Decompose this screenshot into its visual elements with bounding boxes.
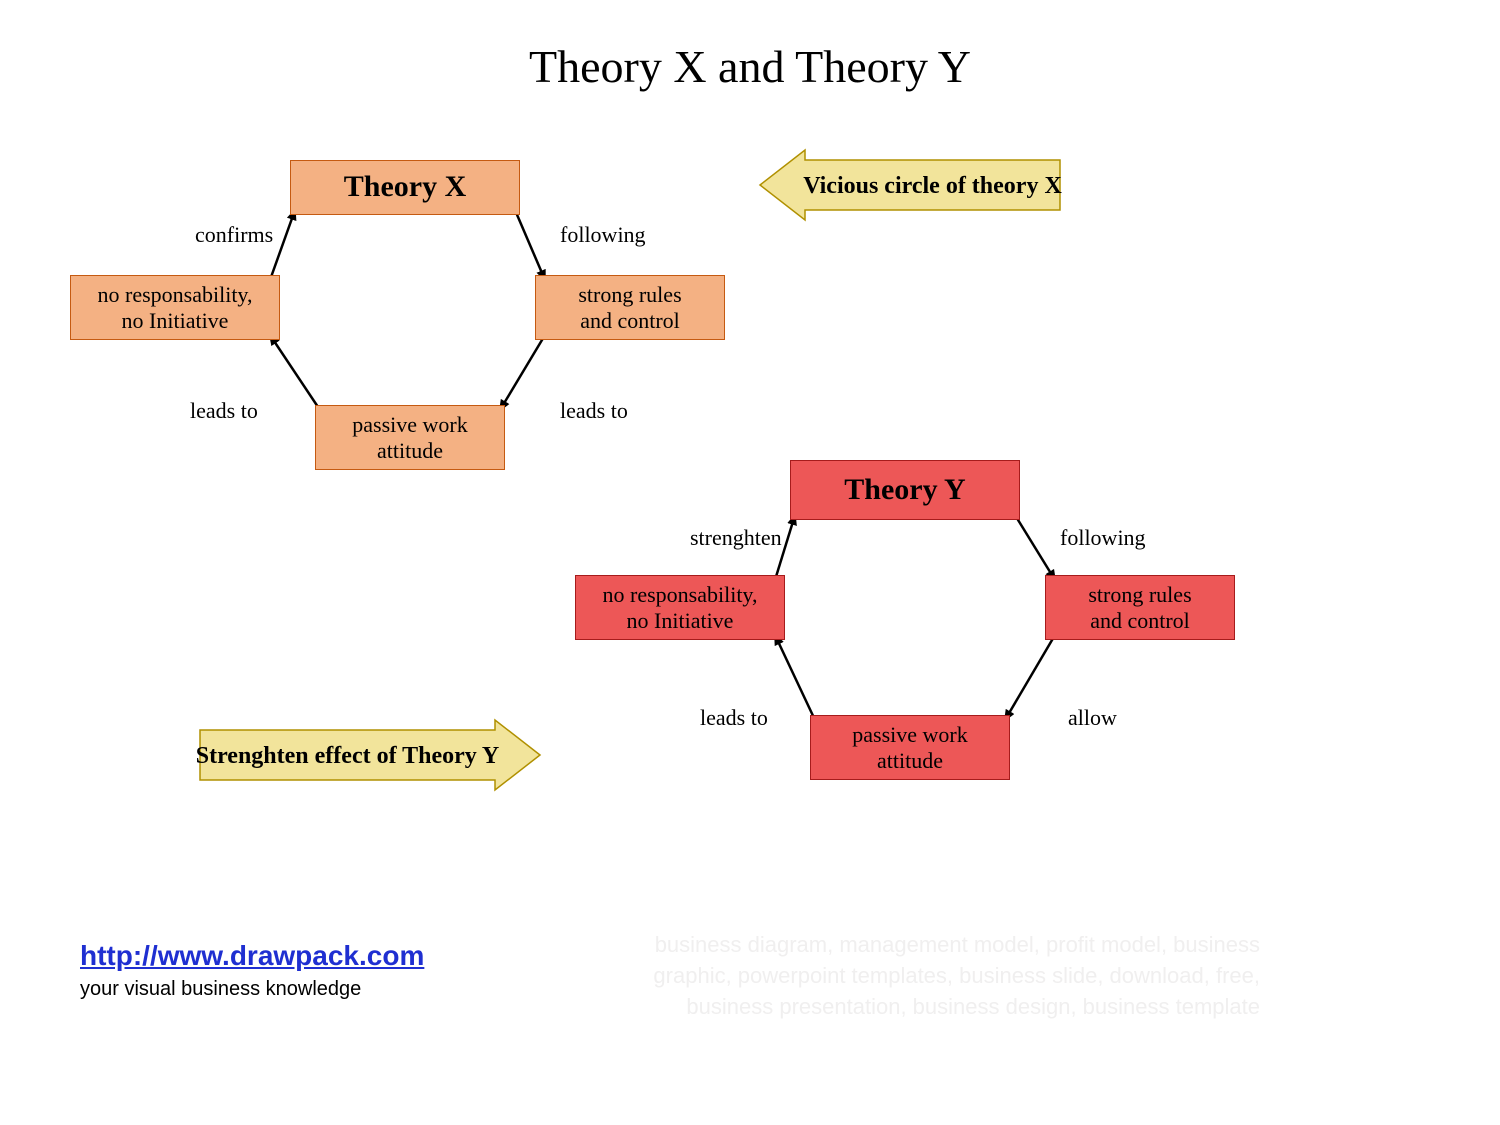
theory-x-edge-label: leads to xyxy=(190,398,258,424)
theory-y-edge xyxy=(1005,635,1055,720)
theory-x-left-box: no responsability,no Initiative xyxy=(70,275,280,340)
theory-y-edge-label: allow xyxy=(1068,705,1117,731)
theory-y-edge xyxy=(775,635,815,720)
theory-x-top-box: Theory X xyxy=(290,160,520,215)
theory-x-edge xyxy=(515,210,545,280)
strengthen-banner-arrow-icon xyxy=(200,720,540,790)
theory-y-edge-label: following xyxy=(1060,525,1146,551)
theory-y-left-box: no responsability,no Initiative xyxy=(575,575,785,640)
watermark-text: business diagram, management model, prof… xyxy=(560,930,1260,1022)
theory-x-edge-label: following xyxy=(560,222,646,248)
vicious-banner-arrow-icon xyxy=(760,150,1060,220)
footer-tagline: your visual business knowledge xyxy=(80,978,361,1001)
theory-y-edge xyxy=(1015,515,1055,580)
page-title: Theory X and Theory Y xyxy=(0,40,1500,93)
theory-y-right-box: strong rulesand control xyxy=(1045,575,1235,640)
theory-y-bottom-box: passive workattitude xyxy=(810,715,1010,780)
theory-x-edge xyxy=(500,335,545,410)
vicious-banner-label: Vicious circle of theory X xyxy=(803,173,1062,199)
theory-x-edge xyxy=(270,335,320,410)
theory-x-edge-label: confirms xyxy=(195,222,273,248)
theory-y-top-box: Theory Y xyxy=(790,460,1020,520)
theory-x-right-box: strong rulesand control xyxy=(535,275,725,340)
strengthen-banner-label: Strenghten effect of Theory Y xyxy=(196,743,500,769)
theory-y-edge-label: leads to xyxy=(700,705,768,731)
theory-x-edge-label: leads to xyxy=(560,398,628,424)
footer-link[interactable]: http://www.drawpack.com xyxy=(80,940,424,972)
theory-x-edge xyxy=(270,210,295,280)
theory-x-bottom-box: passive workattitude xyxy=(315,405,505,470)
theory-y-edge-label: strenghten xyxy=(690,525,782,551)
